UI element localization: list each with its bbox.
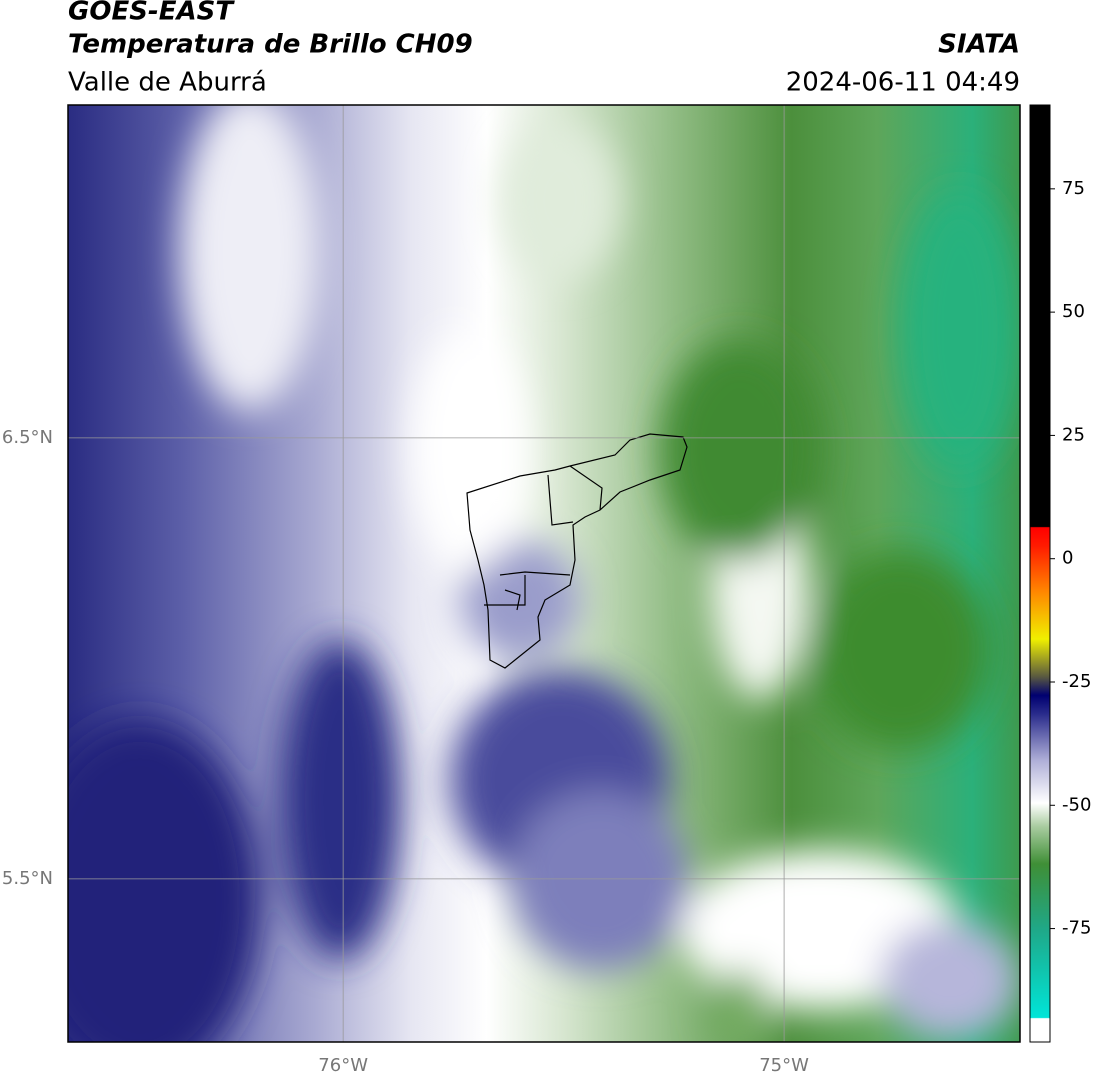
valley-outline — [466, 433, 688, 669]
colorbar-tick-label: 50 — [1062, 301, 1085, 322]
colorbar-tick-label: 0 — [1062, 548, 1073, 569]
agency: SIATA — [938, 30, 1020, 60]
colorbar-tick-label: -50 — [1062, 794, 1091, 815]
region: Valle de Aburrá — [68, 68, 267, 98]
colorbar-tick-label: -75 — [1062, 918, 1091, 939]
y-tick-label: 5.5°N — [2, 868, 53, 889]
subtitle: Temperatura de Brillo CH09 — [68, 30, 473, 60]
colorbar-tick-label: 75 — [1062, 178, 1085, 199]
colorbar-tick-label: 25 — [1062, 424, 1085, 445]
colorbar — [1029, 104, 1051, 1043]
title: GOES-EAST — [68, 0, 235, 27]
datetime: 2024-06-11 04:49 — [786, 68, 1020, 98]
x-tick-label: 75°W — [759, 1055, 809, 1076]
colorbar-tick-label: -25 — [1062, 671, 1091, 692]
x-tick-label: 76°W — [318, 1055, 368, 1076]
satellite-field — [68, 105, 1020, 1042]
grid — [68, 105, 1020, 1042]
map-frame — [67, 104, 1021, 1043]
y-tick-label: 6.5°N — [2, 427, 53, 448]
